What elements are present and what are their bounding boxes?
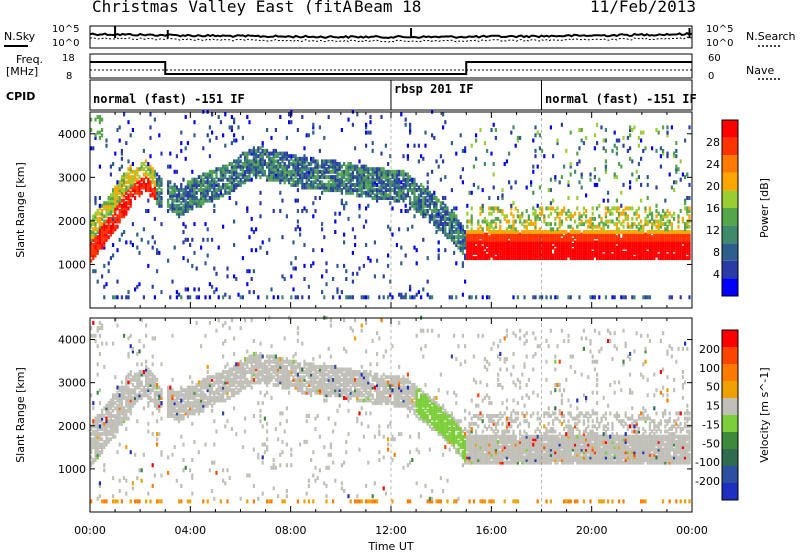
power-colorbar-tick-3: 16 [706, 202, 720, 215]
power-colorbar-cell-6 [722, 172, 738, 191]
noise-panel-frame [89, 25, 693, 49]
xtick-label-2: 08:00 [275, 524, 307, 537]
xtick-label-6: 00:00 [676, 524, 708, 537]
power-colorbar-cell-9 [722, 120, 738, 138]
freq-line [90, 61, 692, 75]
power-ytick-label-3: 4000 [58, 128, 86, 141]
power-ytick-label-1: 2000 [58, 215, 86, 228]
xtick-label-0: 00:00 [74, 524, 106, 537]
power-ylabel: Slant Range [km] [14, 162, 27, 258]
velocity-colorbar-cell-3 [722, 432, 738, 449]
power-colorbar-tick-0: 4 [713, 268, 720, 281]
power-colorbar-cell-5 [722, 190, 738, 208]
freq-label-2: [MHz] [6, 65, 39, 78]
velocity-colorbar-cell-0 [722, 483, 738, 500]
freq-panel-frame [89, 53, 693, 79]
velocity-colorbar-tick-6: -100 [695, 456, 720, 469]
xlabel: Time UT [367, 540, 413, 553]
velocity-ytick-label-0: 1000 [58, 463, 86, 476]
velocity-colorbar-cell-9 [722, 330, 738, 347]
power-heatmap-cells [90, 109, 691, 300]
freq-tick-top: 18 [62, 53, 75, 64]
freq-tick-bottom: 8 [66, 71, 73, 82]
power-colorbar-tick-4: 20 [706, 180, 720, 193]
cpid-segment-3: normal (fast) -151 IF [545, 92, 697, 106]
power-colorbar-tick-5: 24 [706, 158, 720, 171]
velocity-colorbar-tick-5: -50 [702, 437, 720, 450]
velocity-colorbar-cell-8 [722, 347, 738, 364]
n-search-label: N.Search [746, 30, 796, 43]
velocity-colorbar-tick-1: 100 [699, 362, 720, 375]
velocity-ytick-label-1: 2000 [58, 420, 86, 433]
velocity-colorbar-cell-5 [722, 398, 738, 415]
power-colorbar-tick-6: 28 [706, 136, 720, 149]
power-colorbar-cell-8 [722, 137, 738, 156]
power-colorbar-cell-1 [722, 260, 738, 279]
n-sky-tick-top: 10^5 [52, 24, 80, 35]
beam-label: Beam 18 [352, 0, 424, 16]
power-ytick-label-2: 3000 [58, 171, 86, 184]
n-sky-label: N.Sky [4, 30, 36, 43]
cpid-label: CPID [6, 90, 36, 103]
power-colorbar-label: Power [dB] [758, 178, 771, 238]
power-ytick-label-0: 1000 [58, 258, 86, 271]
velocity-colorbar-tick-2: 50 [706, 381, 720, 394]
power-colorbar-frame [721, 119, 739, 297]
n-search-tick-top: 10^5 [706, 24, 734, 35]
velocity-colorbar-tick-4: -15 [702, 418, 720, 431]
n-search-tick-bottom: 10^0 [706, 38, 734, 49]
power-colorbar-cell-3 [722, 225, 738, 244]
nave-tick-bottom: 0 [708, 71, 715, 82]
power-colorbar-tick-2: 12 [706, 224, 720, 237]
date-label: 11/Feb/2013 [590, 0, 696, 16]
power-colorbar-tick-1: 8 [713, 246, 720, 259]
xtick-label-4: 16:00 [475, 524, 507, 537]
freq-label-1: Freq. [16, 53, 44, 66]
power-colorbar-cell-7 [722, 155, 738, 173]
power-colorbar-cell-0 [722, 278, 738, 296]
velocity-colorbar-cell-1 [722, 466, 738, 483]
velocity-colorbar-tick-3: 15 [706, 400, 720, 413]
cpid-segment-1: normal (fast) -151 IF [93, 92, 245, 106]
nave-label: Nave [746, 64, 775, 77]
velocity-colorbar-label: Velocity [m s^-1] [758, 367, 771, 462]
velocity-colorbar-cell-6 [722, 381, 738, 398]
velocity-heatmap-cells [90, 315, 691, 504]
xtick-label-1: 04:00 [174, 524, 206, 537]
velocity-colorbar-tick-0: 200 [699, 343, 720, 356]
velocity-colorbar-cell-2 [722, 449, 738, 466]
power-colorbar-cell-4 [722, 208, 738, 226]
n-sky-tick-bottom: 10^0 [52, 38, 80, 49]
velocity-colorbar-cell-7 [722, 364, 738, 381]
cpid-segment-2: rbsp 201 IF [394, 82, 474, 96]
xtick-label-3: 12:00 [375, 524, 407, 537]
velocity-ytick-label-3: 4000 [58, 334, 86, 347]
velocity-ylabel: Slant Range [km] [14, 367, 27, 463]
nave-tick-top: 60 [708, 53, 721, 64]
xtick-label-5: 20:00 [576, 524, 608, 537]
power-colorbar-cell-2 [722, 243, 738, 261]
velocity-colorbar-frame [721, 329, 739, 501]
velocity-colorbar-cell-4 [722, 415, 738, 432]
noise-search-line [89, 36, 693, 43]
noise-sky-line [89, 31, 693, 40]
velocity-ytick-label-2: 3000 [58, 377, 86, 390]
velocity-colorbar-tick-7: -200 [695, 475, 720, 488]
station-title: Christmas Valley East (fitACF) [92, 0, 381, 16]
